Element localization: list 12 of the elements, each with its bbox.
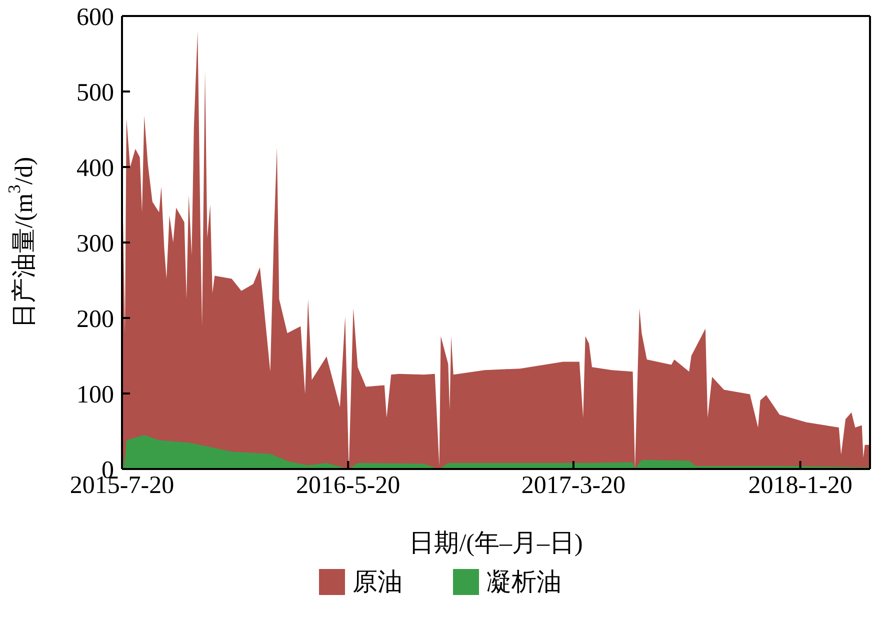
y-tick-label: 500: [76, 79, 114, 106]
x-axis-title: 日期/(年–月–日): [409, 530, 583, 557]
y-tick-label: 200: [76, 306, 114, 333]
x-tick-label: 2016-5-20: [296, 472, 400, 499]
y-tick-label: 100: [76, 381, 114, 408]
y-tick-label: 600: [76, 4, 114, 31]
y-tick-label: 400: [76, 154, 114, 182]
legend-label: 原油: [352, 568, 402, 598]
y-tick-label: 300: [76, 230, 114, 258]
legend-label: 凝析油: [486, 568, 562, 598]
x-tick-label: 2017-3-20: [521, 472, 626, 499]
x-tick-label: 2018-1-20: [748, 472, 852, 499]
